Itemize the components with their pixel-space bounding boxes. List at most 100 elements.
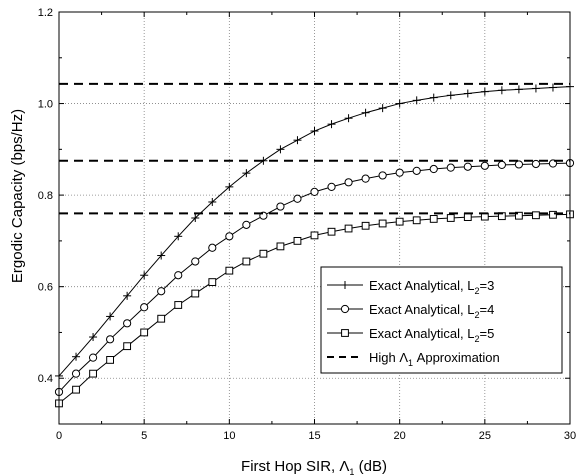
x-axis-title-main: First Hop SIR, Λ xyxy=(241,458,349,475)
circle-marker xyxy=(276,202,285,211)
y-tick-label: 0.6 xyxy=(38,282,53,294)
y-tick-label: 1.2 xyxy=(38,7,53,19)
circle-marker xyxy=(514,160,524,169)
plus-marker xyxy=(106,312,115,321)
circle-marker xyxy=(378,171,387,180)
legend-entry-1: Exact Analytical, L2=3 xyxy=(327,278,494,296)
plus-marker xyxy=(480,87,489,96)
x-tick-label: 30 xyxy=(564,430,576,442)
legend-label-tail: =4 xyxy=(480,302,495,317)
circle-marker xyxy=(463,162,472,171)
circle-marker xyxy=(310,187,319,197)
circle-marker xyxy=(327,182,336,191)
square-marker xyxy=(515,211,523,220)
legend-label-subscript: 2 xyxy=(475,286,480,296)
square-marker xyxy=(174,301,183,309)
legend-entry-3: Exact Analytical, L2=5 xyxy=(327,326,494,344)
legend-label: Exact Analytical, L2=5 xyxy=(369,326,494,344)
square-marker xyxy=(157,314,166,323)
square-marker xyxy=(549,210,557,219)
legend-entry-2: Exact Analytical, L2=4 xyxy=(327,302,494,320)
x-tick-label: 10 xyxy=(223,430,235,442)
square-marker xyxy=(259,249,268,258)
legend-entry-4: High Λ1 Approximation xyxy=(327,350,500,368)
plus-marker xyxy=(361,108,370,117)
legend-label-tail: =5 xyxy=(480,326,495,341)
legend-label-tail: =3 xyxy=(480,278,495,293)
legend-label-main: Exact Analytical, L xyxy=(369,326,475,341)
plus-marker xyxy=(310,127,319,136)
circle-marker xyxy=(71,369,81,378)
square-marker xyxy=(140,328,149,337)
square-marker xyxy=(446,214,455,222)
x-axis-title-unit: (dB) xyxy=(354,458,387,475)
plus-marker xyxy=(446,91,455,100)
circle-marker xyxy=(429,164,438,174)
x-axis-title-subscript: 1 xyxy=(349,467,354,475)
circle-marker xyxy=(140,303,149,312)
square-marker xyxy=(89,369,97,378)
y-tick-labels: 0.4 0.6 0.8 1.0 1.2 xyxy=(38,7,53,385)
y-axis-title: Ergodic Capacity (bps/Hz) xyxy=(9,109,26,283)
axis-ticks xyxy=(58,11,571,425)
plus-marker xyxy=(395,99,404,108)
plus-marker xyxy=(191,214,200,222)
series-3 xyxy=(55,210,574,408)
x-tick-label: 25 xyxy=(479,430,491,442)
plus-marker xyxy=(225,182,234,191)
circle-marker xyxy=(225,232,234,241)
y-tick-label: 0.4 xyxy=(38,373,53,385)
x-axis-title: First Hop SIR, Λ1 (dB) xyxy=(241,458,387,475)
y-tick-label: 1.0 xyxy=(38,99,53,111)
plus-marker xyxy=(429,93,438,102)
plus-marker xyxy=(293,136,302,145)
square-marker xyxy=(72,385,80,394)
plus-marker xyxy=(548,83,557,92)
circle-marker xyxy=(395,168,404,177)
plus-marker xyxy=(157,251,166,260)
legend-label: Exact Analytical, L2=3 xyxy=(369,278,494,296)
circle-marker xyxy=(242,220,251,229)
x-tick-label: 15 xyxy=(308,430,320,442)
series-layer xyxy=(54,82,575,408)
square-marker xyxy=(344,224,353,233)
plus-marker xyxy=(514,85,523,94)
plus-marker xyxy=(344,114,353,123)
plus-marker xyxy=(531,84,540,93)
circle-marker xyxy=(88,353,98,362)
circle-marker xyxy=(174,271,183,280)
circle-marker xyxy=(191,257,200,266)
legend-label-tail: Approximation xyxy=(413,350,500,365)
circle-marker xyxy=(106,335,115,344)
circle-marker xyxy=(412,166,421,175)
plus-marker xyxy=(412,96,421,105)
plus-marker xyxy=(327,120,336,129)
circle-marker xyxy=(480,161,489,170)
square-marker xyxy=(293,236,302,245)
circle-marker xyxy=(361,174,370,183)
plus-marker xyxy=(123,291,132,300)
legend-label: Exact Analytical, L2=4 xyxy=(369,302,494,320)
circle-marker xyxy=(531,159,541,169)
plus-marker xyxy=(174,232,183,241)
x-tick-label: 5 xyxy=(141,430,147,442)
plus-marker xyxy=(276,145,285,154)
plus-marker xyxy=(463,89,472,98)
square-marker xyxy=(276,242,285,251)
square-marker xyxy=(327,227,336,236)
square-marker xyxy=(412,216,421,225)
series-2 xyxy=(54,158,575,397)
legend-label-main: High Λ xyxy=(369,350,408,365)
circle-marker xyxy=(446,163,455,172)
circle-marker xyxy=(344,178,353,187)
legend-label-subscript: 1 xyxy=(408,358,413,368)
square-marker xyxy=(361,221,370,230)
square-marker xyxy=(463,213,472,221)
circle-marker xyxy=(208,243,217,252)
legend-plus-marker xyxy=(341,281,349,289)
plus-marker xyxy=(242,169,251,178)
y-tick-label: 0.8 xyxy=(38,190,53,202)
square-marker xyxy=(106,356,114,364)
